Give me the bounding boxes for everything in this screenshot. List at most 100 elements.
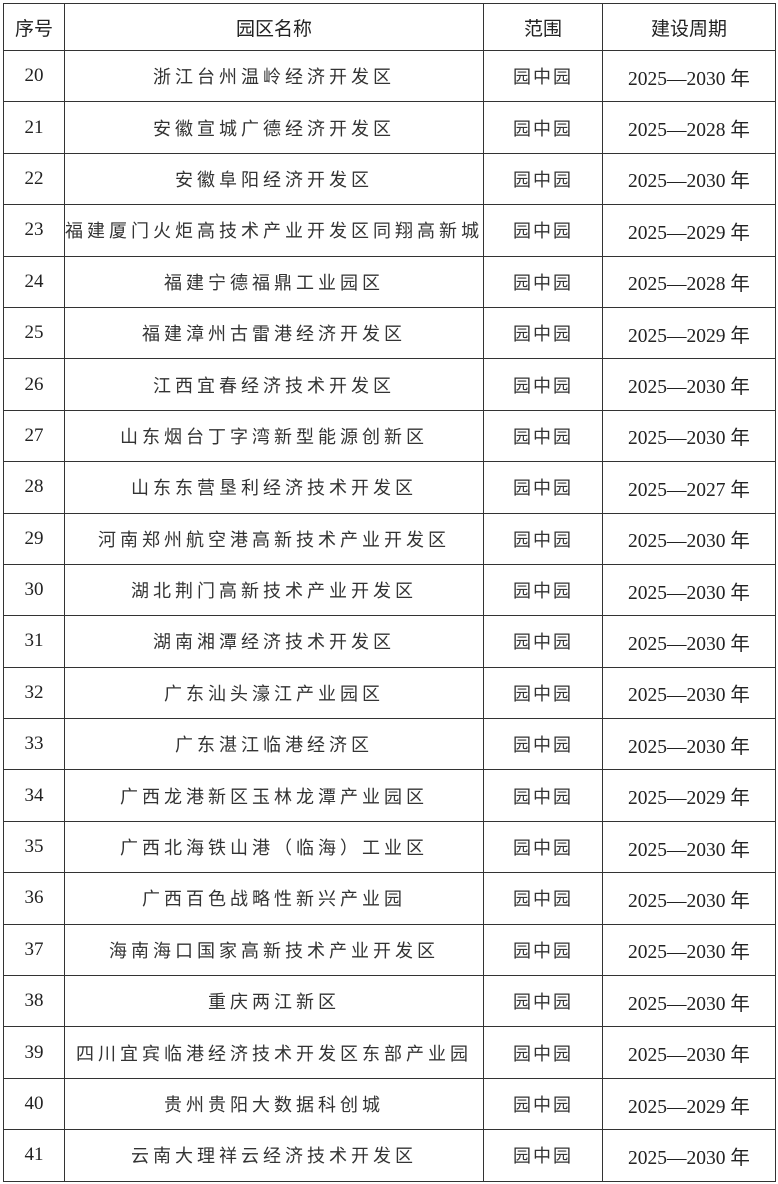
cell-park-name: 湖南湘潭经济技术开发区 (64, 615, 484, 668)
table-row: 33 广东湛江临港经济区 园中园 2025—2030 年 (3, 718, 776, 771)
table-row: 35 广西北海铁山港（临海）工业区 园中园 2025—2030 年 (3, 820, 776, 874)
cell-index: 37 (3, 923, 65, 977)
table-row: 31 湖南湘潭经济技术开发区 园中园 2025—2030 年 (3, 615, 776, 668)
header-index: 序号 (3, 3, 65, 51)
table-row: 20 浙江台州温岭经济开发区 园中园 2025—2030 年 (3, 49, 776, 103)
cell-index: 20 (3, 49, 65, 103)
cell-index: 26 (3, 358, 65, 411)
cell-period: 2025—2030 年 (602, 1026, 776, 1079)
cell-scope: 园中园 (483, 975, 603, 1028)
table-row: 38 重庆两江新区 园中园 2025—2030 年 (3, 975, 776, 1028)
cell-scope: 园中园 (483, 1077, 603, 1131)
cell-scope: 园中园 (483, 409, 603, 463)
table-row: 29 河南郑州航空港高新技术产业开发区 园中园 2025—2030 年 (3, 512, 776, 565)
header-period: 建设周期 (602, 3, 776, 51)
cell-park-name: 浙江台州温岭经济开发区 (64, 49, 484, 103)
cell-park-name: 山东东营垦利经济技术开发区 (64, 461, 484, 514)
cell-park-name: 福建漳州古雷港经济开发区 (64, 306, 484, 360)
table-row: 26 江西宜春经济技术开发区 园中园 2025—2030 年 (3, 358, 776, 411)
table-row: 28 山东东营垦利经济技术开发区 园中园 2025—2027 年 (3, 461, 776, 514)
cell-period: 2025—2030 年 (602, 358, 776, 411)
cell-scope: 园中园 (483, 1129, 603, 1182)
cell-park-name: 广西百色战略性新兴产业园 (64, 872, 484, 925)
cell-period: 2025—2029 年 (602, 306, 776, 360)
cell-park-name: 贵州贵阳大数据科创城 (64, 1077, 484, 1131)
cell-period: 2025—2030 年 (602, 152, 776, 206)
cell-index: 22 (3, 152, 65, 206)
cell-index: 32 (3, 666, 65, 720)
table-row: 24 福建宁德福鼎工业园区 园中园 2025—2028 年 (3, 255, 776, 308)
table-row: 39 四川宜宾临港经济技术开发区东部产业园 园中园 2025—2030 年 (3, 1026, 776, 1079)
cell-index: 30 (3, 563, 65, 617)
cell-scope: 园中园 (483, 358, 603, 411)
table-row: 22 安徽阜阳经济开发区 园中园 2025—2030 年 (3, 152, 776, 206)
cell-scope: 园中园 (483, 769, 603, 822)
cell-index: 28 (3, 461, 65, 514)
cell-park-name: 安徽宣城广德经济开发区 (64, 101, 484, 154)
header-row: 序号 园区名称 范围 建设周期 (3, 3, 776, 51)
cell-park-name: 湖北荆门高新技术产业开发区 (64, 563, 484, 617)
cell-period: 2025—2029 年 (602, 769, 776, 822)
cell-scope: 园中园 (483, 306, 603, 360)
cell-index: 40 (3, 1077, 65, 1131)
cell-index: 36 (3, 872, 65, 925)
table-row: 37 海南海口国家高新技术产业开发区 园中园 2025—2030 年 (3, 923, 776, 977)
cell-period: 2025—2030 年 (602, 512, 776, 565)
table-row: 21 安徽宣城广德经济开发区 园中园 2025—2028 年 (3, 101, 776, 154)
cell-scope: 园中园 (483, 1026, 603, 1079)
cell-period: 2025—2028 年 (602, 101, 776, 154)
cell-scope: 园中园 (483, 461, 603, 514)
cell-index: 27 (3, 409, 65, 463)
table-row: 30 湖北荆门高新技术产业开发区 园中园 2025—2030 年 (3, 563, 776, 617)
cell-scope: 园中园 (483, 923, 603, 977)
cell-scope: 园中园 (483, 255, 603, 308)
table-row: 32 广东汕头濠江产业园区 园中园 2025—2030 年 (3, 666, 776, 720)
cell-period: 2025—2030 年 (602, 820, 776, 874)
cell-park-name: 四川宜宾临港经济技术开发区东部产业园 (64, 1026, 484, 1079)
cell-scope: 园中园 (483, 49, 603, 103)
table-row: 25 福建漳州古雷港经济开发区 园中园 2025—2029 年 (3, 306, 776, 360)
cell-park-name: 广东汕头濠江产业园区 (64, 666, 484, 720)
cell-index: 33 (3, 718, 65, 771)
cell-index: 39 (3, 1026, 65, 1079)
cell-period: 2025—2030 年 (602, 49, 776, 103)
cell-period: 2025—2030 年 (602, 615, 776, 668)
cell-scope: 园中园 (483, 820, 603, 874)
cell-index: 41 (3, 1129, 65, 1182)
cell-period: 2025—2030 年 (602, 975, 776, 1028)
cell-park-name: 海南海口国家高新技术产业开发区 (64, 923, 484, 977)
park-table: 序号 园区名称 范围 建设周期 20 浙江台州温岭经济开发区 园中园 2025—203… (3, 3, 776, 1182)
cell-index: 34 (3, 769, 65, 822)
cell-period: 2025—2030 年 (602, 1129, 776, 1182)
cell-period: 2025—2029 年 (602, 204, 776, 257)
table-row: 40 贵州贵阳大数据科创城 园中园 2025—2029 年 (3, 1077, 776, 1131)
cell-period: 2025—2030 年 (602, 409, 776, 463)
cell-park-name: 河南郑州航空港高新技术产业开发区 (64, 512, 484, 565)
cell-scope: 园中园 (483, 718, 603, 771)
cell-index: 25 (3, 306, 65, 360)
cell-scope: 园中园 (483, 101, 603, 154)
cell-index: 24 (3, 255, 65, 308)
table-row: 27 山东烟台丁字湾新型能源创新区 园中园 2025—2030 年 (3, 409, 776, 463)
cell-scope: 园中园 (483, 872, 603, 925)
cell-scope: 园中园 (483, 152, 603, 206)
cell-index: 21 (3, 101, 65, 154)
cell-park-name: 重庆两江新区 (64, 975, 484, 1028)
cell-park-name: 广东湛江临港经济区 (64, 718, 484, 771)
cell-park-name: 福建宁德福鼎工业园区 (64, 255, 484, 308)
table-body: 20 浙江台州温岭经济开发区 园中园 2025—2030 年 21 安徽宣城广德经济开发区… (3, 49, 776, 1182)
cell-period: 2025—2030 年 (602, 923, 776, 977)
cell-index: 23 (3, 204, 65, 257)
cell-period: 2025—2027 年 (602, 461, 776, 514)
cell-park-name: 山东烟台丁字湾新型能源创新区 (64, 409, 484, 463)
cell-scope: 园中园 (483, 615, 603, 668)
cell-period: 2025—2028 年 (602, 255, 776, 308)
cell-scope: 园中园 (483, 512, 603, 565)
cell-park-name: 江西宜春经济技术开发区 (64, 358, 484, 411)
cell-park-name: 广西龙港新区玉林龙潭产业园区 (64, 769, 484, 822)
cell-index: 31 (3, 615, 65, 668)
table-row: 23 福建厦门火炬高技术产业开发区同翔高新城 园中园 2025—2029 年 (3, 204, 776, 257)
cell-scope: 园中园 (483, 666, 603, 720)
cell-index: 38 (3, 975, 65, 1028)
cell-park-name: 广西北海铁山港（临海）工业区 (64, 820, 484, 874)
